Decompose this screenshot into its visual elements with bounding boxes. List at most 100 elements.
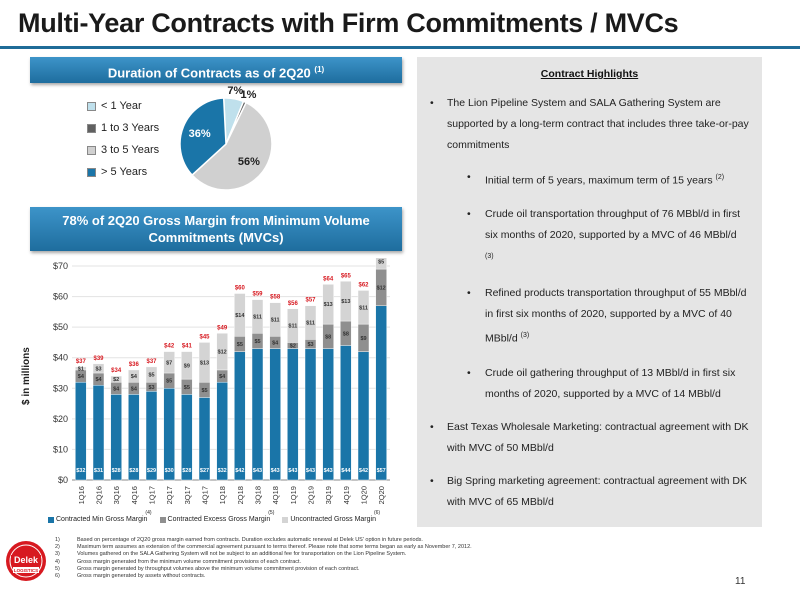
bar-segment <box>110 375 122 383</box>
bar-total-label: $37 <box>76 359 87 365</box>
bar-segment <box>163 351 175 374</box>
bar-total-label: $62 <box>358 282 369 288</box>
footnote: 2) Maximum term assumes an extension of t… <box>55 544 472 551</box>
bar-segment-label: $43 <box>288 468 297 474</box>
x-tick-label: 4Q16 <box>130 486 139 504</box>
gross-margin-bar-chart: $0$10$20$30$40$50$60$70$32$4$1$371Q16$31… <box>53 258 390 504</box>
bar-segment <box>234 293 246 337</box>
bar-segment <box>234 351 246 481</box>
bar-segment-label: $4 <box>219 374 226 380</box>
duration-banner: Duration of Contracts as of 2Q20 (1) <box>30 57 402 83</box>
margin-banner: 78% of 2Q20 Gross Margin from Minimum Vo… <box>30 207 402 251</box>
x-tick-label: 2Q18 <box>236 486 245 504</box>
footnote: 6) Gross margin generated by assets witho… <box>55 573 472 580</box>
bar-total-label: $64 <box>323 276 334 282</box>
bar-legend-swatch <box>159 516 166 523</box>
bar-segment-label: $11 <box>359 305 368 311</box>
duration-banner-footnote: (1) <box>314 65 325 74</box>
page-title: Multi-Year Contracts with Firm Commitmen… <box>18 8 679 38</box>
bar-segment-label: $5 <box>184 385 190 391</box>
x-tick-label: 1Q16 <box>77 486 86 504</box>
bar-segment-label: $42 <box>235 468 244 474</box>
bar-segment-label: $4 <box>131 374 138 380</box>
pie-legend-swatch <box>87 123 96 133</box>
bar-segment <box>216 381 228 481</box>
bar-segment <box>251 299 264 334</box>
x-tick-label: 3Q17 <box>183 486 192 504</box>
pie-legend-swatch <box>87 145 96 155</box>
highlight-lion-sala: The Lion Pipeline System and SALA Gather… <box>417 93 762 156</box>
x-tick-label: 1Q20 <box>360 486 369 504</box>
footnote: 1) Based on percentage of 2Q20 gross marg… <box>55 537 472 544</box>
bar-segment <box>145 391 158 481</box>
pie-slice-label: 1% <box>241 89 257 101</box>
pie-legend-item: < 1 Year <box>87 95 159 117</box>
footnote-text: Based on percentage of 2Q20 gross margin… <box>77 537 423 543</box>
highlight-initial-term: Initial term of 5 years, maximum term of… <box>417 167 762 192</box>
bar-segment-label: $43 <box>253 468 262 474</box>
bar-legend-item: Uncontracted Gross Margin (6) <box>282 510 380 523</box>
x-tick-label: 3Q16 <box>112 486 121 504</box>
pie-slice <box>179 97 227 177</box>
bar-segment <box>375 258 387 270</box>
pie-legend-label: 1 to 3 Years <box>101 122 160 134</box>
logo-text-bottom: LOGISTICS <box>14 568 38 573</box>
bar-segment-label: $3 <box>148 385 154 391</box>
bar-legend-label: Contracted Min Gross Margin <box>56 516 148 523</box>
bar-segment-label: $29 <box>147 468 156 474</box>
bar-total-label: $49 <box>217 325 228 331</box>
x-tick-label: 4Q19 <box>342 486 351 504</box>
pie-legend-item: > 5 Years <box>87 161 159 183</box>
bar-segment-label: $43 <box>271 468 280 474</box>
bar-total-label: $57 <box>305 298 316 304</box>
bar-segment <box>251 348 264 481</box>
footnote-text: Gross margin generated by throughput vol… <box>77 565 360 572</box>
highlight-big-spring: Big Spring marketing agreement: contract… <box>417 471 762 513</box>
margin-banner-line1: 78% of 2Q20 Gross Margin from Minimum Vo… <box>62 213 370 228</box>
bar-segment <box>181 351 193 380</box>
contract-highlights-panel: Contract Highlights The Lion Pipeline Sy… <box>417 57 762 527</box>
y-tick-label: $20 <box>53 414 68 424</box>
bar-legend-item: Contracted Excess Gross Margin (5) <box>159 510 274 523</box>
pie-legend-label: 3 to 5 Years <box>101 144 160 156</box>
bar-segment <box>92 385 105 481</box>
bar-segment <box>304 348 317 481</box>
footnote-text: Volumes gathered on the SALA Gathering S… <box>77 551 407 558</box>
x-tick-label: 4Q18 <box>271 486 280 504</box>
pie-legend-label: > 5 Years <box>101 166 148 178</box>
bar-segment <box>322 348 334 481</box>
footnotes: 1) Based on percentage of 2Q20 gross marg… <box>55 537 472 580</box>
bar-segment <box>128 369 140 383</box>
y-tick-label: $70 <box>53 261 68 271</box>
bar-segment-label: $31 <box>94 468 103 474</box>
bar-segment <box>357 351 370 481</box>
bar-legend-footnote: (6) <box>373 509 381 516</box>
pie-legend-label: < 1 Year <box>101 100 142 112</box>
bar-segment-label: $4 <box>78 374 85 380</box>
bar-segment-label: $13 <box>324 302 333 308</box>
x-tick-label: 2Q17 <box>165 486 174 504</box>
x-tick-label: 2Q19 <box>307 486 316 504</box>
bar-legend-footnote: (5) <box>268 509 275 516</box>
bar-segment-label: $12 <box>377 285 386 291</box>
bar-segment-label: $5 <box>201 388 207 394</box>
pie-slice <box>191 101 273 191</box>
bar-segment-label: $8 <box>325 334 331 340</box>
highlight-footnote: (3) <box>485 252 494 260</box>
highlight-crude-transport: Crude oil transportation throughput of 7… <box>417 204 762 271</box>
bar-segment <box>340 345 352 481</box>
pie-legend-item: 3 to 5 Years <box>87 139 159 161</box>
pie-legend-item: 1 to 3 Years <box>87 117 159 139</box>
x-tick-label: 1Q18 <box>218 486 227 504</box>
bar-segment-label: $13 <box>200 360 209 366</box>
y-tick-label: $0 <box>58 475 68 485</box>
bar-segment <box>75 366 87 371</box>
bar-legend-label: Contracted Excess Gross Margin <box>167 516 271 523</box>
bar-segment <box>163 388 175 481</box>
bar-segment-label: $13 <box>341 299 350 305</box>
bar-segment-label: $5 <box>148 373 154 379</box>
pie-legend-swatch <box>87 167 96 177</box>
bar-segment-label: $28 <box>129 468 138 474</box>
duration-pie-chart: 7%1% 56% 36% <box>179 86 273 191</box>
bar-segment <box>357 290 370 325</box>
